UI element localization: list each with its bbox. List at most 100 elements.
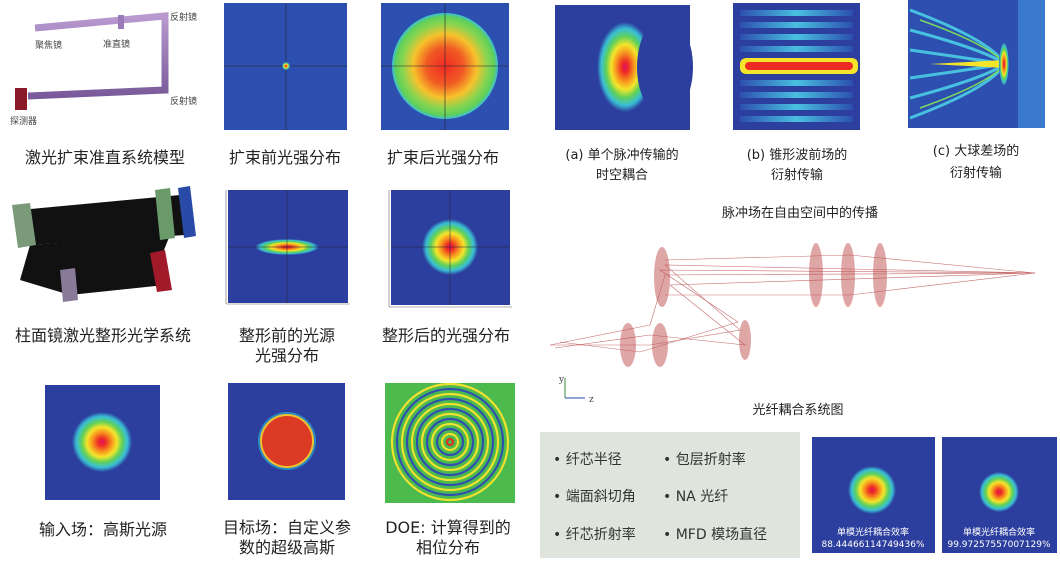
doe-text: 相位分布 <box>416 538 480 557</box>
fiber-system-text: y <box>558 375 565 385</box>
shape-ellipse <box>873 243 887 307</box>
shape-polygon <box>20 235 170 280</box>
after-shaping-text: 整形后的光强分布 <box>382 326 510 345</box>
pulse-captions-text: 脉冲场在自由空间中的传播 <box>722 205 878 221</box>
beam-model: 反射镜 聚焦镜 准直镜 反射镜 探测器 激光扩束准直系统模型 <box>10 11 197 167</box>
shape-circle <box>425 417 475 467</box>
shape-circle <box>262 416 312 466</box>
shape-ellipse <box>841 243 855 307</box>
shape-polygon <box>178 186 196 238</box>
after-expand: 扩束后光强分布 <box>381 3 509 167</box>
fiber-system: y z 光纤耦合系统图 <box>549 243 1036 418</box>
fiber-system-text: z <box>589 395 594 405</box>
pulse-captions-text: (b) 锥形波前场的 <box>747 147 848 163</box>
shape-polygon <box>60 268 78 302</box>
before-expand: 扩束前光强分布 <box>224 3 347 167</box>
cyl-system-text: 柱面镜激光整形光学系统 <box>15 326 191 345</box>
parameters-text: • 包层折射率 <box>663 451 746 468</box>
shape-circle <box>420 412 480 472</box>
doe-text: DOE: 计算得到的 <box>385 518 511 537</box>
shape-ellipse <box>739 320 751 360</box>
after-shaping: 整形后的光强分布 <box>382 190 512 345</box>
pulse-a <box>555 5 693 130</box>
shape-rect <box>740 104 853 110</box>
pulse-b <box>733 3 860 130</box>
shape-rect <box>1018 0 1045 128</box>
shape-polygon <box>20 195 185 245</box>
shape-circle <box>405 397 495 487</box>
beam-model-text: 聚焦镜 <box>35 39 62 51</box>
pulse-captions-text: 衍射传输 <box>950 165 1002 181</box>
shape-rect <box>740 80 853 86</box>
shape-polygon <box>12 203 36 248</box>
shape-ellipse <box>652 323 668 367</box>
shape-circle <box>72 412 132 472</box>
shape-polygon <box>150 250 172 292</box>
shape-ellipse <box>620 323 636 367</box>
shape-g <box>740 10 853 122</box>
input-field-text: 输入场：高斯光源 <box>39 520 167 539</box>
shape-circle <box>282 62 290 70</box>
result-2-text: 单模光纤耦合效率 <box>963 526 1035 538</box>
after-expand-text: 扩束后光强分布 <box>387 148 499 167</box>
shape-ellipse <box>999 42 1009 86</box>
shape-g <box>390 382 510 502</box>
shape-rect <box>740 34 853 40</box>
beam-model-text: 反射镜 <box>170 95 197 107</box>
input-field: 输入场：高斯光源 <box>39 385 167 539</box>
shape-rect <box>740 92 853 98</box>
parameters-text: • MFD 模场直径 <box>663 526 767 543</box>
shape-circle <box>395 387 505 497</box>
result-2: 单模光纤耦合效率 99.97257557007129% <box>942 437 1057 553</box>
shape-circle <box>390 382 510 502</box>
result-1-text: 88.44466114749436% <box>821 540 924 550</box>
target-field-text: 数的超级高斯 <box>239 538 335 557</box>
shape-circle <box>435 427 465 457</box>
shape-circle <box>410 402 490 482</box>
shape-ellipse <box>597 22 653 112</box>
pulse-c <box>908 0 1045 128</box>
shape-path <box>559 269 1036 353</box>
shape-rect <box>740 116 853 122</box>
result-1-text: 单模光纤耦合效率 <box>837 526 909 538</box>
shape-rect <box>745 62 853 70</box>
cyl-system: 柱面镜激光整形光学系统 <box>12 186 196 345</box>
shape-path <box>27 12 169 100</box>
shape-circle <box>400 392 500 492</box>
beam-model-text: 探测器 <box>10 115 37 127</box>
shape-rect <box>15 88 27 110</box>
shape-rect <box>118 15 124 29</box>
before-shaping-text: 光强分布 <box>255 346 319 365</box>
shape-circle <box>430 422 470 462</box>
parameters-text: • 端面斜切角 <box>553 489 636 505</box>
pulse-captions-text: (c) 大球差场的 <box>933 143 1019 159</box>
shape-polygon <box>155 188 175 240</box>
result-1: 单模光纤耦合效率 88.44466114749436% <box>812 437 935 553</box>
shape-ellipse <box>637 17 693 117</box>
shape-circle <box>848 466 896 514</box>
pulse-captions-text: (a) 单个脉冲传输的 <box>565 147 678 163</box>
result-2-text: 99.97257557007129% <box>947 540 1050 550</box>
shape-path <box>930 60 1005 68</box>
shape-circle <box>445 437 455 447</box>
shape-rect <box>740 22 853 28</box>
shape-ellipse <box>809 243 823 307</box>
parameters-text: • 纤芯折射率 <box>553 526 636 543</box>
shape-circle <box>979 472 1019 512</box>
pulse-captions-text: 衍射传输 <box>771 167 823 183</box>
pulse-captions-text: 时空耦合 <box>596 168 648 183</box>
shape-rect <box>740 46 853 52</box>
beam-model-text: 准直镜 <box>103 38 130 50</box>
shape-ellipse <box>654 247 670 307</box>
shape-rect <box>540 432 800 558</box>
fiber-system-text: 光纤耦合系统图 <box>752 403 843 418</box>
shape-circle <box>415 407 485 477</box>
parameters-text: • NA 光纤 <box>663 489 728 505</box>
shape-g <box>620 243 887 367</box>
shape-rect <box>740 10 853 16</box>
shape-circle <box>440 432 460 452</box>
